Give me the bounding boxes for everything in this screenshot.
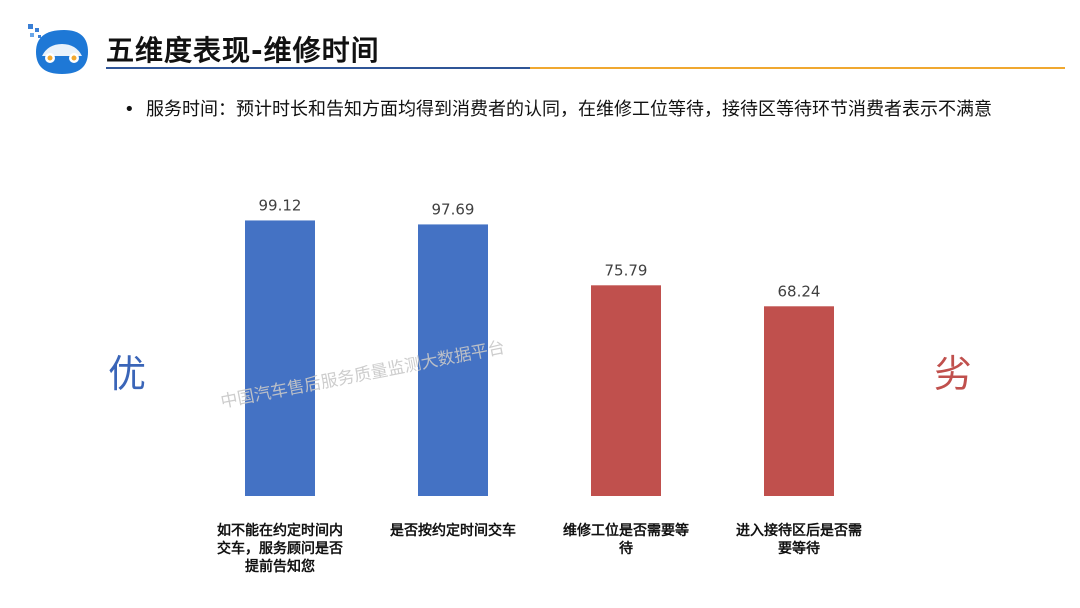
value-label-3: 75.79	[605, 261, 648, 279]
summary-bullet: • 服务时间：预计时长和告知方面均得到消费者的认同，在维修工位等待，接待区等待环…	[124, 99, 1004, 121]
brand-logo	[26, 22, 90, 76]
page-title: 五维度表现-维修时间	[106, 34, 380, 67]
title-underline-gold	[530, 67, 1065, 69]
category-label-1: 如不能在约定时间内交车，服务顾问是否提前告知您	[217, 523, 343, 575]
good-side-label: 优	[108, 352, 147, 396]
value-label-1: 99.12	[259, 196, 302, 214]
title-underline-blue	[106, 67, 530, 69]
bullet-dot: •	[124, 99, 135, 120]
category-label-3: 维修工位是否需要等待	[563, 523, 689, 557]
bar-1	[245, 220, 315, 496]
category-label-2: 是否按约定时间交车	[390, 523, 516, 539]
value-label-4: 68.24	[778, 282, 821, 300]
bar-2	[418, 224, 488, 496]
bar-3	[591, 285, 661, 496]
category-label-4: 进入接待区后是否需要等待	[736, 523, 862, 557]
bar-4	[764, 306, 834, 496]
summary-text: 服务时间：预计时长和告知方面均得到消费者的认同，在维修工位等待，接待区等待环节消…	[146, 99, 992, 120]
bad-side-label: 劣	[934, 352, 973, 396]
value-label-2: 97.69	[432, 200, 475, 218]
